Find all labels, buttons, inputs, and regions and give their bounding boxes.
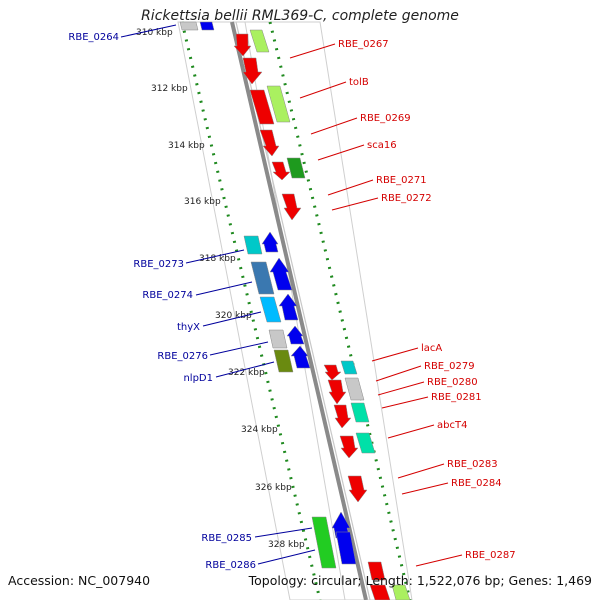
gene-arrow[interactable] [233, 33, 252, 57]
scale-tick-label: 318 kbp [199, 254, 236, 264]
scale-tick-label: 312 kbp [151, 84, 188, 94]
left-labels: RBE_0264 RBE_0273 RBE_0274 thyX RBE_0276… [68, 32, 256, 571]
gene-arrow[interactable] [278, 293, 299, 321]
accession-text: Accession: NC_007940 [8, 573, 151, 588]
gene-block[interactable] [179, 21, 199, 31]
gene-arrow[interactable] [286, 325, 305, 345]
gene-arrow[interactable] [271, 161, 291, 181]
gene-block[interactable] [367, 561, 386, 581]
gene-arrow[interactable] [259, 129, 280, 157]
right-band [244, 21, 413, 600]
gene-arrow[interactable] [281, 193, 302, 221]
gene-label[interactable]: RBE_0283 [447, 459, 498, 470]
scale-tick-label: 326 kbp [255, 483, 292, 493]
scale-tick-label: 322 kbp [228, 368, 265, 378]
scale-tick-label: 324 kbp [241, 425, 278, 435]
scale-tick-label: 310 kbp [136, 28, 173, 38]
gene-arrow[interactable] [323, 364, 342, 381]
map-title: Rickettsia bellii RML369-C, complete gen… [141, 8, 459, 24]
gene-block[interactable] [340, 360, 358, 375]
scale-tick-label: 328 kbp [268, 540, 305, 550]
scale-dots-left [180, 21, 322, 600]
reverse-genes [179, 21, 357, 569]
gene-arrow[interactable] [347, 475, 368, 503]
scale-ticks: 310 kbp 312 kbp 314 kbp 316 kbp 318 kbp … [136, 28, 305, 550]
gene-label[interactable]: RBE_0264 [68, 32, 119, 43]
gene-arrow[interactable] [290, 345, 311, 369]
genome-backbone [230, 21, 368, 600]
gene-label[interactable]: tolB [349, 77, 369, 88]
gene-block[interactable] [199, 21, 215, 31]
gene-block[interactable] [311, 516, 337, 569]
gene-arrow[interactable] [269, 257, 293, 291]
gene-block[interactable] [335, 531, 357, 565]
gene-arrow[interactable] [242, 57, 263, 85]
gene-block[interactable] [249, 89, 275, 125]
gene-label[interactable]: RBE_0273 [133, 259, 184, 270]
genome-summary: Topology: circular; Length: 1,522,076 bp… [248, 573, 592, 588]
gene-label[interactable]: RBE_0285 [201, 533, 252, 544]
gene-block[interactable] [259, 296, 282, 323]
gene-label[interactable]: RBE_0281 [431, 392, 482, 403]
left-leaders [120, 24, 316, 565]
gene-label[interactable]: RBE_0284 [451, 478, 502, 489]
gene-label[interactable]: RBE_0280 [427, 377, 478, 388]
gene-label[interactable]: RBE_0274 [142, 290, 193, 301]
gene-block[interactable] [350, 402, 370, 423]
gene-block[interactable] [250, 261, 275, 295]
gene-block[interactable] [391, 584, 411, 600]
gene-label[interactable]: thyX [177, 322, 200, 333]
gene-label[interactable]: RBE_0269 [360, 113, 411, 124]
gene-label[interactable]: lacA [421, 343, 442, 354]
gene-arrow[interactable] [333, 404, 352, 429]
scale-tick-label: 314 kbp [168, 141, 205, 151]
gene-label[interactable]: RBE_0267 [338, 39, 389, 50]
scale-dots-right [268, 21, 412, 600]
right-leaders [289, 43, 463, 567]
gene-block[interactable] [369, 584, 391, 600]
gene-block[interactable] [266, 85, 291, 123]
gene-label[interactable]: RBE_0271 [376, 175, 427, 186]
gene-block[interactable] [273, 349, 294, 373]
gene-label[interactable]: nlpD1 [183, 373, 213, 384]
gene-label[interactable]: abcT4 [437, 420, 467, 431]
gene-label[interactable]: sca16 [367, 140, 397, 151]
gene-arrow[interactable] [261, 231, 279, 253]
scale-tick-label: 320 kbp [215, 311, 252, 321]
right-labels: RBE_0267 tolB RBE_0269 sca16 RBE_0271 RB… [338, 39, 516, 561]
gene-block[interactable] [344, 377, 365, 401]
gene-block[interactable] [286, 157, 306, 179]
scale-tick-label: 316 kbp [184, 197, 221, 207]
gene-block[interactable] [355, 432, 376, 454]
forward-genes [233, 29, 411, 600]
gene-label[interactable]: RBE_0279 [424, 361, 475, 372]
gene-label[interactable]: RBE_0286 [205, 560, 256, 571]
gene-label[interactable]: RBE_0276 [157, 351, 208, 362]
gene-label[interactable]: RBE_0287 [465, 550, 516, 561]
gene-arrow[interactable] [327, 379, 347, 405]
gene-arrow[interactable] [339, 435, 359, 459]
gene-block[interactable] [268, 329, 288, 349]
gene-label[interactable]: RBE_0272 [381, 193, 432, 204]
gene-block[interactable] [243, 235, 263, 255]
gene-block[interactable] [249, 29, 270, 53]
